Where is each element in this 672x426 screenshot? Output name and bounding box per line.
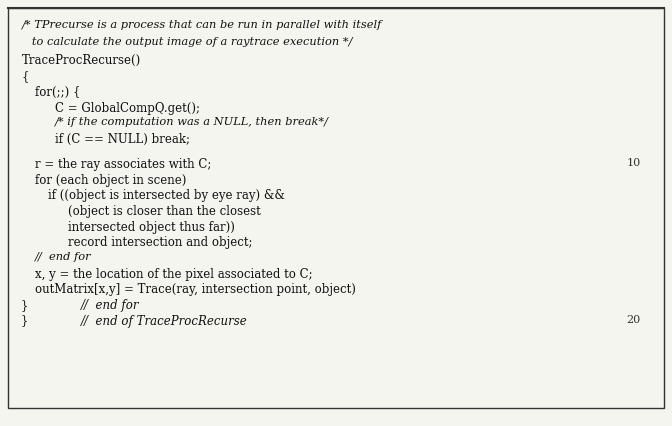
Text: for (each object in scene): for (each object in scene): [35, 174, 186, 187]
Text: //  end of TraceProcRecurse: // end of TraceProcRecurse: [81, 314, 247, 328]
Text: 10: 10: [626, 158, 640, 168]
Text: (object is closer than the closest: (object is closer than the closest: [69, 205, 261, 218]
Text: //  end for: // end for: [35, 252, 91, 262]
FancyBboxPatch shape: [8, 8, 664, 408]
Text: }: }: [22, 314, 32, 328]
Text: if (C == NULL) break;: if (C == NULL) break;: [55, 133, 190, 146]
Text: record intersection and object;: record intersection and object;: [69, 236, 253, 249]
Text: 20: 20: [626, 314, 640, 325]
Text: outMatrix[x,y] = Trace(ray, intersection point, object): outMatrix[x,y] = Trace(ray, intersection…: [35, 283, 355, 296]
Text: if ((object is intersected by eye ray) &&: if ((object is intersected by eye ray) &…: [48, 189, 285, 202]
Text: x, y = the location of the pixel associated to C;: x, y = the location of the pixel associa…: [35, 268, 312, 281]
Text: TraceProcRecurse(): TraceProcRecurse(): [22, 54, 140, 67]
Text: {: {: [22, 70, 29, 83]
Text: //  end for: // end for: [81, 299, 139, 312]
Text: /* TPrecurse is a process that can be run in parallel with itself: /* TPrecurse is a process that can be ru…: [22, 20, 382, 30]
Text: to calculate the output image of a raytrace execution */: to calculate the output image of a raytr…: [22, 37, 353, 47]
Text: }: }: [22, 299, 32, 312]
Text: /* if the computation was a NULL, then break*/: /* if the computation was a NULL, then b…: [55, 117, 329, 127]
Text: r = the ray associates with C;: r = the ray associates with C;: [35, 158, 211, 171]
Text: C = GlobalCompQ.get();: C = GlobalCompQ.get();: [55, 102, 200, 115]
Text: for(;;) {: for(;;) {: [35, 86, 80, 99]
Text: intersected object thus far)): intersected object thus far)): [69, 221, 235, 233]
